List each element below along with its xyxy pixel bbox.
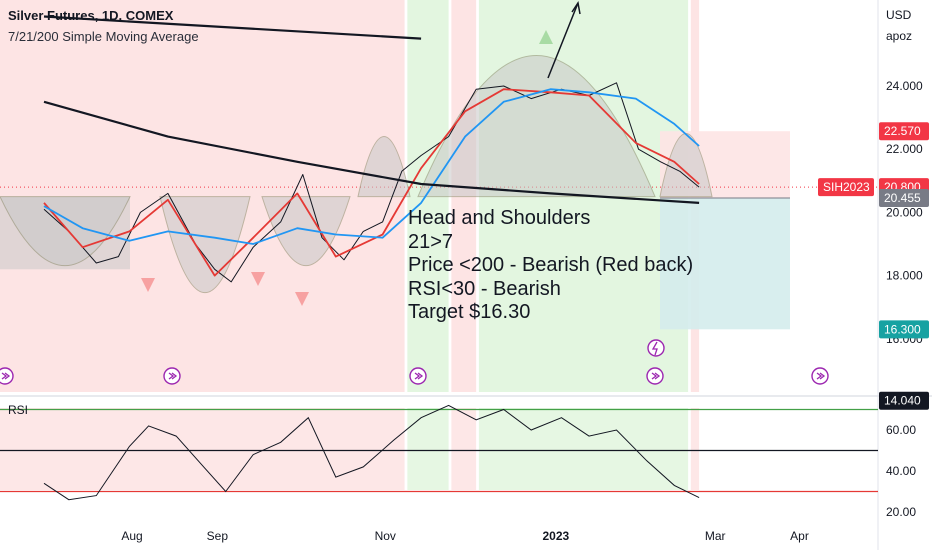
pattern-annotation: Head and Shoulders 21>7 Price <200 - Bea… [408, 207, 693, 325]
rsi-regime-band-bullish [478, 408, 689, 490]
pattern-hump [659, 133, 713, 198]
rsi-panel-label: RSI [8, 403, 29, 417]
price-badge-entry[interactable] [879, 189, 929, 208]
axes: 24.00022.00020.00018.00016.00060.0040.00… [121, 79, 923, 543]
currency-label[interactable]: USD [886, 8, 912, 22]
lightning-icon[interactable] [647, 339, 665, 357]
buy-signal-marker[interactable] [539, 30, 553, 44]
price-tick-label: 20.000 [886, 205, 923, 219]
chart-title: Silver Futures, 1D, COMEX [8, 8, 174, 23]
annotation-line: Target $16.30 [408, 301, 531, 323]
rsi-regime-band-bullish [407, 408, 449, 490]
price-bars [43, 82, 700, 283]
price-badge-text: 22.570 [884, 124, 921, 138]
replay-icon-glyph [168, 372, 178, 380]
rsi-line [43, 404, 700, 501]
pattern-shapes [0, 55, 713, 294]
sell-signal-marker[interactable] [141, 278, 155, 292]
price-badge-text: 20.455 [884, 191, 921, 205]
time-tick-label: Sep [207, 529, 229, 543]
time-tick-label: Apr [790, 529, 809, 543]
replay-icon-glyph [651, 372, 661, 380]
time-tick-label: Aug [121, 529, 142, 543]
rsi-regime-band-bearish [0, 408, 405, 490]
annotation-line: Head and Shoulders [408, 207, 591, 229]
replay-icon-glyph [1, 372, 11, 380]
breakout-arrow [547, 2, 579, 79]
sell-signal-marker[interactable] [295, 292, 309, 306]
price-badge-text: SIH2023 [823, 180, 870, 194]
series-line-sma-200 [43, 100, 700, 204]
series-line-sma-7 [43, 88, 700, 277]
price-badge-target[interactable] [879, 320, 929, 339]
price-badge-symbol[interactable] [818, 178, 874, 197]
time-tick-label: 2023 [542, 529, 569, 543]
replay-icon-glyph [816, 372, 826, 380]
price-tick-label: 22.000 [886, 142, 923, 156]
price-badge-stop[interactable] [879, 122, 929, 141]
pattern-hump [357, 136, 411, 198]
time-tick-label: Nov [375, 529, 396, 543]
pattern-hump [0, 196, 131, 267]
replay-icon-glyph [414, 372, 424, 380]
series-line-sma-21 [43, 88, 700, 245]
sell-signal-marker[interactable] [251, 272, 265, 286]
time-tick-label: Mar [705, 529, 726, 543]
annotation-line: 21>7 [408, 230, 454, 253]
annotation-line: Price <200 - Bearish (Red back) [408, 254, 694, 276]
price-tick-label: 18.000 [886, 269, 923, 283]
annotation-line: RSI<30 - Bearish [408, 277, 561, 300]
scale-mode-label[interactable]: apoz [886, 29, 913, 43]
price-tick-label: 24.000 [886, 79, 923, 93]
price-badge-text: 16.300 [884, 322, 921, 336]
rsi-regime-band-bearish [451, 408, 477, 490]
rsi-regime-band-bearish [690, 408, 700, 490]
price-badge-dark[interactable] [879, 391, 929, 410]
signal-markers [0, 30, 829, 385]
lightning-icon-glyph [651, 341, 658, 356]
price-badge-text: 14.040 [884, 394, 921, 408]
series-lines [0, 1, 878, 501]
rsi-tick-label: 40.00 [886, 464, 916, 478]
breakout-arrow-head [571, 1, 581, 15]
indicator-legend: 7/21/200 Simple Moving Average [8, 29, 199, 44]
regime-band-bearish [0, 0, 405, 392]
rsi-tick-label: 60.00 [886, 423, 916, 437]
target-zone[interactable] [660, 198, 790, 330]
series-line-sma-200-upper- [43, 15, 422, 40]
rsi-tick-label: 20.00 [886, 505, 916, 519]
